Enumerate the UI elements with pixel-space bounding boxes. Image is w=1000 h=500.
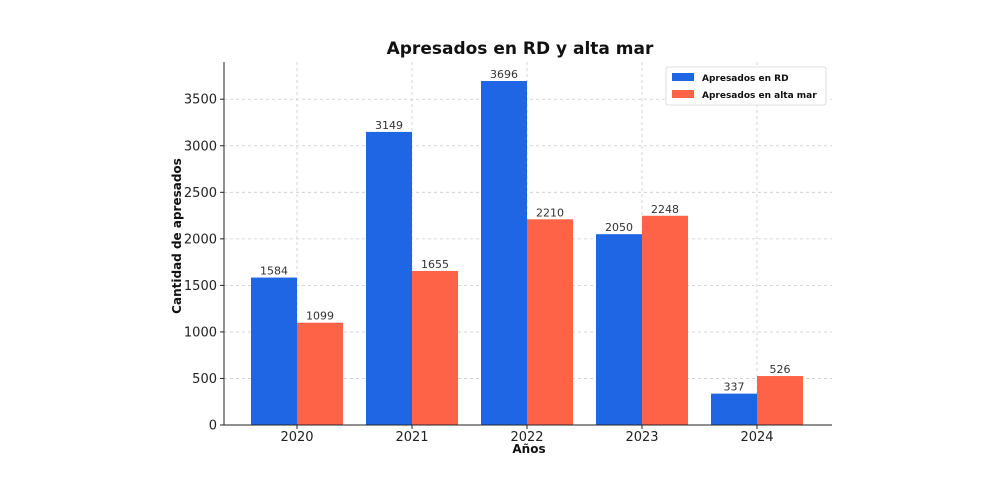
y-tick-labels: 0 500 1000 1500 2000 2500 3000 3500 [184,93,224,434]
x-tick-label: 2024 [740,430,773,445]
y-tick-label: 1500 [184,279,217,294]
bar-alta-mar-2020 [297,322,343,425]
bar-alta-mar-2024 [757,376,803,425]
bar-alta-mar-2021 [412,270,458,425]
bar-rd-2024 [711,393,757,425]
data-label: 1584 [260,265,288,278]
y-tick-label: 2000 [184,232,217,247]
data-labels: 1584 1099 3149 1655 3696 2210 2050 2248 337 526 [260,68,791,394]
bar-rd-2022 [481,80,527,425]
x-tick-label: 2023 [625,430,658,445]
y-tick-label: 2500 [184,186,217,201]
legend-entry: Apresados en RD [702,74,789,84]
legend-swatch [672,73,694,81]
y-tick-label: 0 [209,419,217,434]
x-tick-label: 2020 [280,430,313,445]
data-label: 2050 [605,221,633,234]
legend: Apresados en RD Apresados en alta mar [665,66,827,106]
data-label: 1099 [306,310,334,323]
y-tick-label: 3000 [184,139,217,154]
legend-entry: Apresados en alta mar [702,91,817,101]
y-axis-label: Cantidad de apresados [170,158,184,314]
data-label: 337 [724,381,745,394]
legend-box [665,66,827,106]
bar-rd-2021 [366,131,412,426]
y-tick-label: 1000 [184,325,217,340]
x-tick-labels: 2020 2021 2022 2023 2024 [280,425,774,445]
bar-alta-mar-2022 [527,219,573,425]
data-label: 3149 [375,119,403,132]
data-label: 2248 [651,203,679,216]
bar-alta-mar-2023 [642,215,688,425]
x-axis-label: Años [512,442,545,456]
legend-swatch [672,90,694,98]
axes [223,62,832,426]
data-label: 1655 [421,258,449,271]
x-tick-label: 2021 [395,430,428,445]
bars [251,80,803,426]
y-tick-label: 3500 [184,93,217,108]
bar-rd-2020 [251,277,297,425]
y-tick-label: 500 [192,372,217,387]
data-label: 526 [770,363,791,376]
x-tick-label: 2022 [510,430,543,445]
data-label: 2210 [536,206,564,219]
bar-rd-2023 [596,234,642,425]
chart-title: Apresados en RD y alta mar [387,39,654,59]
data-label: 3696 [490,68,518,81]
